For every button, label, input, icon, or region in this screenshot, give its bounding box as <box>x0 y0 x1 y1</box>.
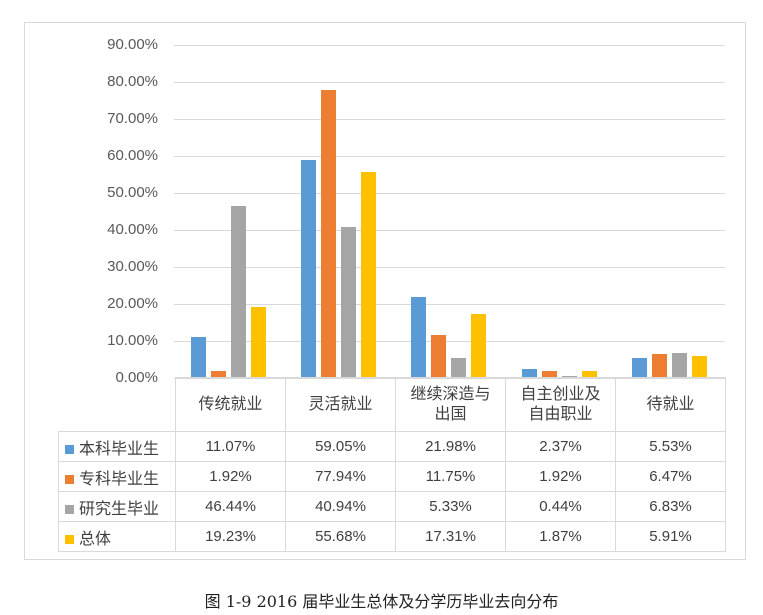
table-cell: 55.68% <box>285 521 396 552</box>
bar <box>231 206 246 378</box>
table-cell: 46.44% <box>175 491 286 522</box>
gridline <box>174 304 725 305</box>
figure-caption: 图 1-9 2016 届毕业生总体及分学历毕业去向分布 <box>204 592 559 611</box>
table-cell: 5.33% <box>395 491 506 522</box>
category-label: 待就业 <box>615 377 726 432</box>
table-cell: 1.92% <box>505 461 616 492</box>
bar <box>652 354 667 378</box>
legend-label: 研究生毕业 <box>79 500 160 518</box>
gridline <box>174 193 725 194</box>
table-cell: 2.37% <box>505 431 616 462</box>
bar <box>431 335 446 378</box>
gridline <box>174 45 725 46</box>
bar <box>301 160 316 378</box>
table-cell: 6.47% <box>615 461 726 492</box>
bar <box>321 90 336 378</box>
y-axis-tick-label: 70.00% <box>107 110 158 127</box>
table-cell: 11.07% <box>175 431 286 462</box>
table-row: 研究生毕业 46.44% 40.94% 5.33% 0.44% 6.83% <box>58 491 726 522</box>
table-cell: 21.98% <box>395 431 506 462</box>
table-row: 总体 19.23% 55.68% 17.31% 1.87% 5.91% <box>58 521 726 552</box>
series-header: 本科毕业生 <box>58 431 176 462</box>
bar <box>522 369 537 378</box>
legend-label: 专科毕业生 <box>79 470 160 488</box>
bar <box>361 172 376 378</box>
bar <box>251 307 266 378</box>
table-cell: 59.05% <box>285 431 396 462</box>
table-row: 本科毕业生 11.07% 59.05% 21.98% 2.37% 5.53% <box>58 431 726 462</box>
data-table: 传统就业 灵活就业 继续深造与 出国 自主创业及 自由职业 待就业本科毕业生 11.07% 59… <box>58 377 726 552</box>
y-axis-tick-label: 40.00% <box>107 221 158 238</box>
category-label: 自主创业及 自由职业 <box>505 377 616 432</box>
y-axis-tick-label: 10.00% <box>107 332 158 349</box>
table-cell: 19.23% <box>175 521 286 552</box>
series-header: 专科毕业生 <box>58 461 176 492</box>
y-axis-tick-label: 80.00% <box>107 73 158 90</box>
legend-swatch-icon <box>65 474 74 484</box>
legend-label: 总体 <box>79 530 112 548</box>
category-label: 灵活就业 <box>285 377 396 432</box>
gridline <box>174 267 725 268</box>
series-header: 总体 <box>58 521 176 552</box>
gridline <box>174 230 725 231</box>
category-label: 继续深造与 出国 <box>395 377 506 432</box>
table-cell: 1.92% <box>175 461 286 492</box>
bar <box>672 353 687 378</box>
gridline <box>174 341 725 342</box>
table-cell: 5.91% <box>615 521 726 552</box>
table-cell: 17.31% <box>395 521 506 552</box>
bar <box>411 297 426 378</box>
bar <box>451 358 466 378</box>
category-label: 传统就业 <box>175 377 286 432</box>
table-corner <box>59 378 176 432</box>
bar <box>211 371 226 378</box>
gridline <box>174 119 725 120</box>
y-axis-tick-label: 90.00% <box>107 36 158 53</box>
series-header: 研究生毕业 <box>58 491 176 522</box>
bar <box>692 356 707 378</box>
y-axis-tick-label: 50.00% <box>107 184 158 201</box>
bar <box>632 358 647 378</box>
table-cell: 11.75% <box>395 461 506 492</box>
legend-swatch-icon <box>65 534 74 544</box>
table-cell: 6.83% <box>615 491 726 522</box>
table-cell: 77.94% <box>285 461 396 492</box>
y-axis-tick-label: 60.00% <box>107 147 158 164</box>
bar <box>341 227 356 378</box>
y-axis-tick-label: 20.00% <box>107 295 158 312</box>
bar <box>191 337 206 378</box>
table-cell: 0.44% <box>505 491 616 522</box>
table-cell: 1.87% <box>505 521 616 552</box>
table-cell: 40.94% <box>285 491 396 522</box>
table-cell: 5.53% <box>615 431 726 462</box>
gridline <box>174 156 725 157</box>
bar <box>471 314 486 378</box>
table-row: 专科毕业生 1.92% 77.94% 11.75% 1.92% 6.47% <box>58 461 726 492</box>
legend-swatch-icon <box>65 444 74 454</box>
bar <box>542 371 557 378</box>
bar <box>582 371 597 378</box>
gridline <box>174 82 725 83</box>
legend-label: 本科毕业生 <box>79 440 160 458</box>
y-axis-tick-label: 0.00% <box>115 369 158 386</box>
legend-swatch-icon <box>65 504 74 514</box>
y-axis-tick-label: 30.00% <box>107 258 158 275</box>
